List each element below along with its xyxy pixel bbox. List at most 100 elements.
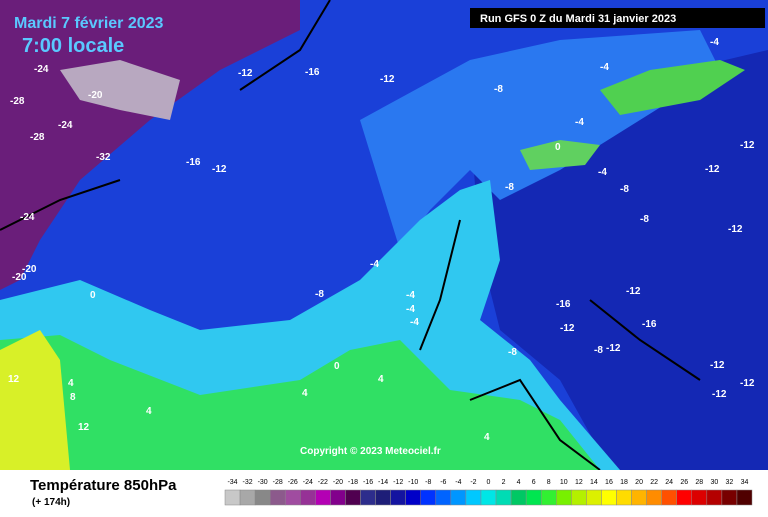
map-label: 0	[555, 142, 561, 153]
scale-label: -18	[348, 479, 358, 486]
scale-swatch	[375, 489, 391, 506]
scale-swatch	[360, 489, 376, 506]
scale-label: 16	[605, 479, 613, 486]
scale-swatch	[480, 489, 497, 506]
scale-label: 0	[487, 479, 491, 486]
scale-swatch	[631, 489, 647, 506]
map-label: -4	[410, 317, 419, 328]
scale-label: -24	[303, 479, 313, 486]
map-label: 12	[78, 422, 90, 433]
scale-swatch	[435, 489, 452, 506]
scale-label: -12	[393, 479, 403, 486]
map-label: -20	[22, 264, 37, 275]
scale-label: -20	[333, 479, 343, 486]
map-label: -16	[186, 157, 201, 168]
scale-label: -22	[318, 479, 328, 486]
scale-swatch	[315, 489, 331, 506]
map-label: 4	[68, 378, 74, 389]
map-label: -20	[12, 272, 27, 283]
map-label: -8	[620, 184, 629, 195]
scale-swatch	[510, 489, 527, 506]
scale-swatch	[525, 489, 542, 506]
map-label: 12	[8, 374, 20, 385]
landmass	[520, 140, 600, 170]
map-label: -12	[238, 68, 253, 79]
scale-swatch	[224, 489, 241, 506]
map-label: -16	[642, 319, 657, 330]
map-label: -12	[710, 360, 725, 371]
map-label: -12	[705, 164, 720, 175]
map-label: 4	[484, 432, 490, 443]
map-label: -4	[370, 259, 379, 270]
scale-swatch	[586, 489, 602, 506]
scale-label: 26	[680, 479, 688, 486]
map-label: -8	[594, 345, 603, 356]
scale-swatch	[721, 489, 738, 506]
scale-label: 12	[575, 479, 583, 486]
map-label: -4	[406, 304, 415, 315]
scale-swatch	[330, 489, 346, 506]
scale-swatch	[390, 489, 406, 506]
map-label: 4	[146, 406, 152, 417]
map-label: -24	[34, 64, 49, 75]
map-label: -4	[406, 290, 415, 301]
color-scale: -34 -32 -30 -28 -26 -24 -22 -20 -18 -16 -14 -12 -10-…	[224, 479, 753, 506]
scale-label: -28	[273, 479, 283, 486]
map-label: -8	[508, 347, 517, 358]
map-label: -8	[505, 182, 514, 193]
scale-label: -34	[227, 479, 237, 486]
scale-swatch	[676, 489, 693, 506]
scale-swatch	[345, 489, 361, 506]
map-label: -12	[606, 343, 621, 354]
scale-swatch	[420, 489, 437, 506]
scale-label: -6	[440, 479, 446, 486]
map-label: 4	[302, 388, 308, 399]
scale-label: -32	[243, 479, 253, 486]
map-label: -12	[728, 224, 743, 235]
scale-label: -10	[408, 479, 418, 486]
map-label: -24	[20, 212, 35, 223]
scale-label: 18	[620, 479, 628, 486]
map-label: -4	[600, 62, 609, 73]
scale-label: 22	[650, 479, 658, 486]
run-box	[470, 8, 765, 28]
map-label: 0	[90, 290, 96, 301]
scale-swatch	[556, 489, 572, 506]
map-label: -24	[58, 120, 73, 131]
map-label: -8	[640, 214, 649, 225]
scale-swatch	[269, 489, 286, 506]
map-label: -16	[556, 299, 571, 310]
scale-swatch	[405, 489, 421, 506]
scale-label: 6	[532, 479, 536, 486]
scale-swatch	[706, 489, 723, 506]
scale-label: -2	[470, 479, 476, 486]
coldest-region	[60, 60, 180, 120]
scale-swatch	[736, 489, 753, 506]
scale-swatch	[450, 489, 467, 506]
landmass	[600, 60, 745, 115]
map-label: -12	[560, 323, 575, 334]
map-label: -12	[712, 389, 727, 400]
date: Mardi 7 février 2023	[14, 15, 164, 32]
scale-label: 24	[665, 479, 673, 486]
map-label: -12	[380, 74, 395, 85]
map-label: -28	[10, 96, 25, 107]
map-label: -32	[96, 152, 111, 163]
scale-label: -4	[455, 479, 461, 486]
copyright: Copyright © 2023 Meteociel.fr	[300, 446, 441, 457]
scale-label: 20	[635, 479, 643, 486]
map-label: -12	[626, 286, 641, 297]
map-label: 0	[334, 361, 340, 372]
scale-swatch	[254, 489, 271, 506]
warm-region	[0, 335, 600, 470]
scale-label: 10	[560, 479, 568, 486]
map-label: -4	[598, 167, 607, 178]
lead-time: (+ 174h)	[32, 497, 70, 508]
scale-label: 32	[726, 479, 734, 486]
scale-label: -16	[363, 479, 373, 486]
hot-region	[0, 330, 70, 470]
scale-swatch	[616, 489, 632, 506]
map-label: 8	[70, 392, 76, 403]
scale-label: 30	[710, 479, 718, 486]
